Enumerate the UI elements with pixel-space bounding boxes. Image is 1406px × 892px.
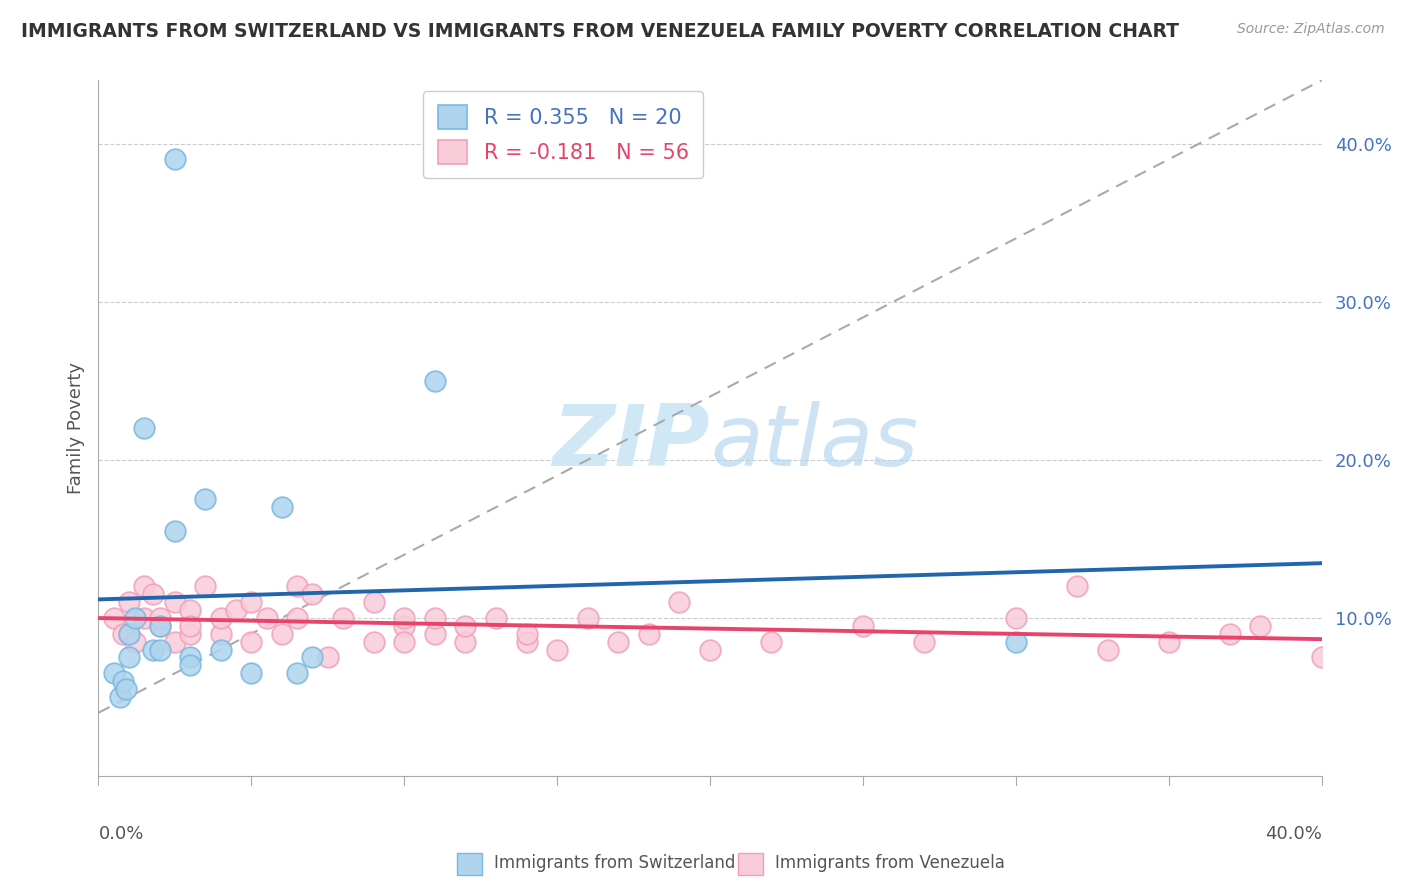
Text: Immigrants from Venezuela: Immigrants from Venezuela	[775, 855, 1004, 872]
Point	[149, 619, 172, 633]
Point	[134, 421, 156, 435]
Point	[912, 634, 935, 648]
Point	[240, 634, 263, 648]
Point	[179, 626, 201, 640]
Point	[194, 579, 217, 593]
Point	[285, 666, 308, 681]
Point	[485, 611, 508, 625]
Point	[1097, 642, 1119, 657]
Point	[240, 666, 263, 681]
Point	[1310, 650, 1333, 665]
Point	[423, 611, 446, 625]
Point	[607, 634, 630, 648]
Point	[115, 681, 138, 696]
Point	[1157, 634, 1180, 648]
Point	[163, 153, 186, 167]
Point	[209, 642, 232, 657]
Point	[118, 595, 141, 609]
Point	[149, 619, 172, 633]
Point	[179, 658, 201, 673]
Point	[240, 595, 263, 609]
Point	[316, 650, 339, 665]
Point	[392, 619, 416, 633]
Point	[142, 642, 165, 657]
Point	[179, 619, 201, 633]
Text: ZIP: ZIP	[553, 401, 710, 483]
Point	[637, 626, 661, 640]
Point	[1219, 626, 1241, 640]
Point	[699, 642, 721, 657]
Point	[134, 579, 156, 593]
Point	[103, 611, 125, 625]
Point	[363, 595, 385, 609]
Point	[1004, 611, 1026, 625]
Point	[1004, 634, 1026, 648]
Point	[163, 634, 186, 648]
Point	[163, 524, 186, 538]
Point	[285, 611, 308, 625]
Point	[423, 626, 446, 640]
Text: 0.0%: 0.0%	[98, 825, 143, 843]
Y-axis label: Family Poverty: Family Poverty	[66, 362, 84, 494]
Point	[209, 626, 232, 640]
Point	[454, 634, 477, 648]
Point	[576, 611, 599, 625]
Text: IMMIGRANTS FROM SWITZERLAND VS IMMIGRANTS FROM VENEZUELA FAMILY POVERTY CORRELAT: IMMIGRANTS FROM SWITZERLAND VS IMMIGRANT…	[21, 22, 1180, 41]
Point	[301, 650, 323, 665]
Point	[124, 611, 146, 625]
Point	[124, 634, 146, 648]
Point	[363, 634, 385, 648]
Point	[209, 611, 232, 625]
Point	[332, 611, 354, 625]
Text: Immigrants from Switzerland: Immigrants from Switzerland	[494, 855, 735, 872]
Point	[103, 666, 125, 681]
Text: Source: ZipAtlas.com: Source: ZipAtlas.com	[1237, 22, 1385, 37]
Point	[118, 626, 141, 640]
Point	[392, 611, 416, 625]
Point	[301, 587, 323, 601]
Point	[118, 626, 141, 640]
Point	[516, 626, 538, 640]
Point	[285, 579, 308, 593]
Point	[759, 634, 782, 648]
Legend: R = 0.355   N = 20, R = -0.181   N = 56: R = 0.355 N = 20, R = -0.181 N = 56	[423, 91, 703, 178]
Point	[194, 492, 217, 507]
Point	[179, 650, 201, 665]
Point	[270, 626, 292, 640]
Point	[270, 500, 292, 515]
Point	[1066, 579, 1088, 593]
Point	[423, 374, 446, 388]
Point	[668, 595, 690, 609]
Point	[392, 634, 416, 648]
Point	[111, 674, 134, 689]
Point	[142, 587, 165, 601]
Point	[179, 603, 201, 617]
Point	[454, 619, 477, 633]
Point	[118, 650, 141, 665]
Text: 40.0%: 40.0%	[1265, 825, 1322, 843]
Point	[852, 619, 875, 633]
Point	[149, 611, 172, 625]
Point	[1249, 619, 1271, 633]
Point	[516, 634, 538, 648]
Point	[256, 611, 278, 625]
Point	[111, 626, 134, 640]
Point	[163, 595, 186, 609]
Point	[225, 603, 247, 617]
Point	[149, 642, 172, 657]
Point	[134, 611, 156, 625]
Text: atlas: atlas	[710, 401, 918, 483]
Point	[546, 642, 568, 657]
Point	[108, 690, 131, 704]
